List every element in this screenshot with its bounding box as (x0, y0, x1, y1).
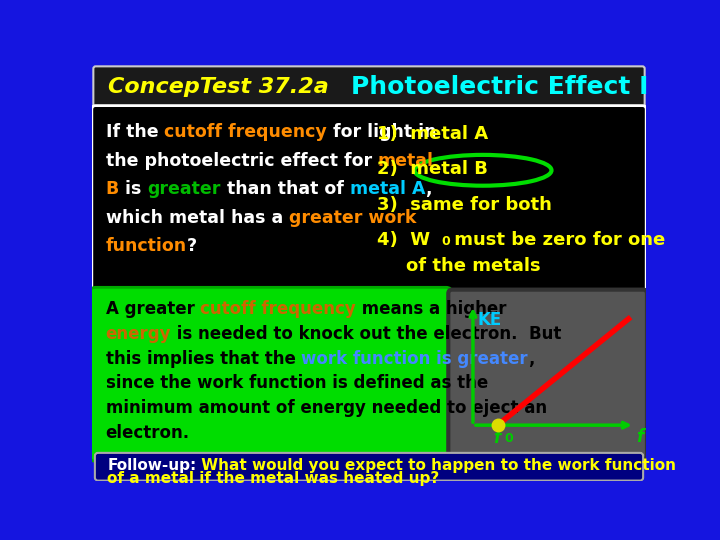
Text: ,: , (528, 350, 534, 368)
Text: metal: metal (378, 152, 433, 170)
Text: A greater: A greater (106, 300, 200, 319)
Text: 1)  metal A: 1) metal A (377, 125, 488, 143)
Text: energy: energy (106, 325, 171, 343)
Text: Follow-up:: Follow-up: (107, 458, 197, 473)
FancyBboxPatch shape (94, 66, 644, 108)
Text: ?: ? (186, 237, 197, 255)
Text: function: function (106, 237, 186, 255)
Text: this implies that the: this implies that the (106, 350, 301, 368)
Text: than that of: than that of (220, 180, 349, 198)
Text: cutoff frequency: cutoff frequency (200, 300, 356, 319)
Text: Photoelectric Effect I: Photoelectric Effect I (351, 75, 649, 99)
Text: metal A: metal A (349, 180, 425, 198)
FancyBboxPatch shape (92, 106, 647, 292)
Text: must be zero for one: must be zero for one (448, 231, 665, 249)
Text: B: B (106, 180, 119, 198)
Text: ,: , (425, 180, 431, 198)
FancyBboxPatch shape (89, 287, 452, 461)
Text: of the metals: of the metals (406, 257, 541, 275)
Text: cutoff frequency: cutoff frequency (164, 123, 327, 141)
Text: is needed to knock out the electron.  But: is needed to knock out the electron. But (171, 325, 562, 343)
Text: What would you expect to happen to the work function: What would you expect to happen to the w… (197, 458, 677, 473)
Text: 3)  same for both: 3) same for both (377, 195, 552, 214)
Text: KE: KE (477, 311, 502, 329)
Text: f: f (493, 429, 500, 447)
Text: f: f (636, 428, 644, 446)
Text: 0: 0 (505, 432, 513, 445)
FancyBboxPatch shape (95, 453, 643, 481)
Text: 2)  metal B: 2) metal B (377, 160, 487, 178)
Text: ConcepTest 37.2a: ConcepTest 37.2a (109, 77, 329, 97)
Text: which metal has a: which metal has a (106, 209, 289, 227)
Text: If the: If the (106, 123, 164, 141)
Text: 4)  W: 4) W (377, 231, 430, 249)
Text: means a higher: means a higher (356, 300, 507, 319)
Text: is: is (119, 180, 148, 198)
Text: the photoelectric effect for: the photoelectric effect for (106, 152, 378, 170)
Text: greater work: greater work (289, 209, 416, 227)
Text: minimum amount of energy needed to eject an: minimum amount of energy needed to eject… (106, 399, 546, 417)
FancyBboxPatch shape (449, 289, 647, 459)
Text: work function is greater: work function is greater (301, 350, 528, 368)
Text: for light in: for light in (327, 123, 436, 141)
Text: since the work function is defined as the: since the work function is defined as th… (106, 374, 488, 393)
Text: greater: greater (148, 180, 220, 198)
Text: of a metal if the metal was heated up?: of a metal if the metal was heated up? (107, 470, 439, 485)
Text: 0: 0 (441, 235, 450, 248)
Text: electron.: electron. (106, 423, 190, 442)
